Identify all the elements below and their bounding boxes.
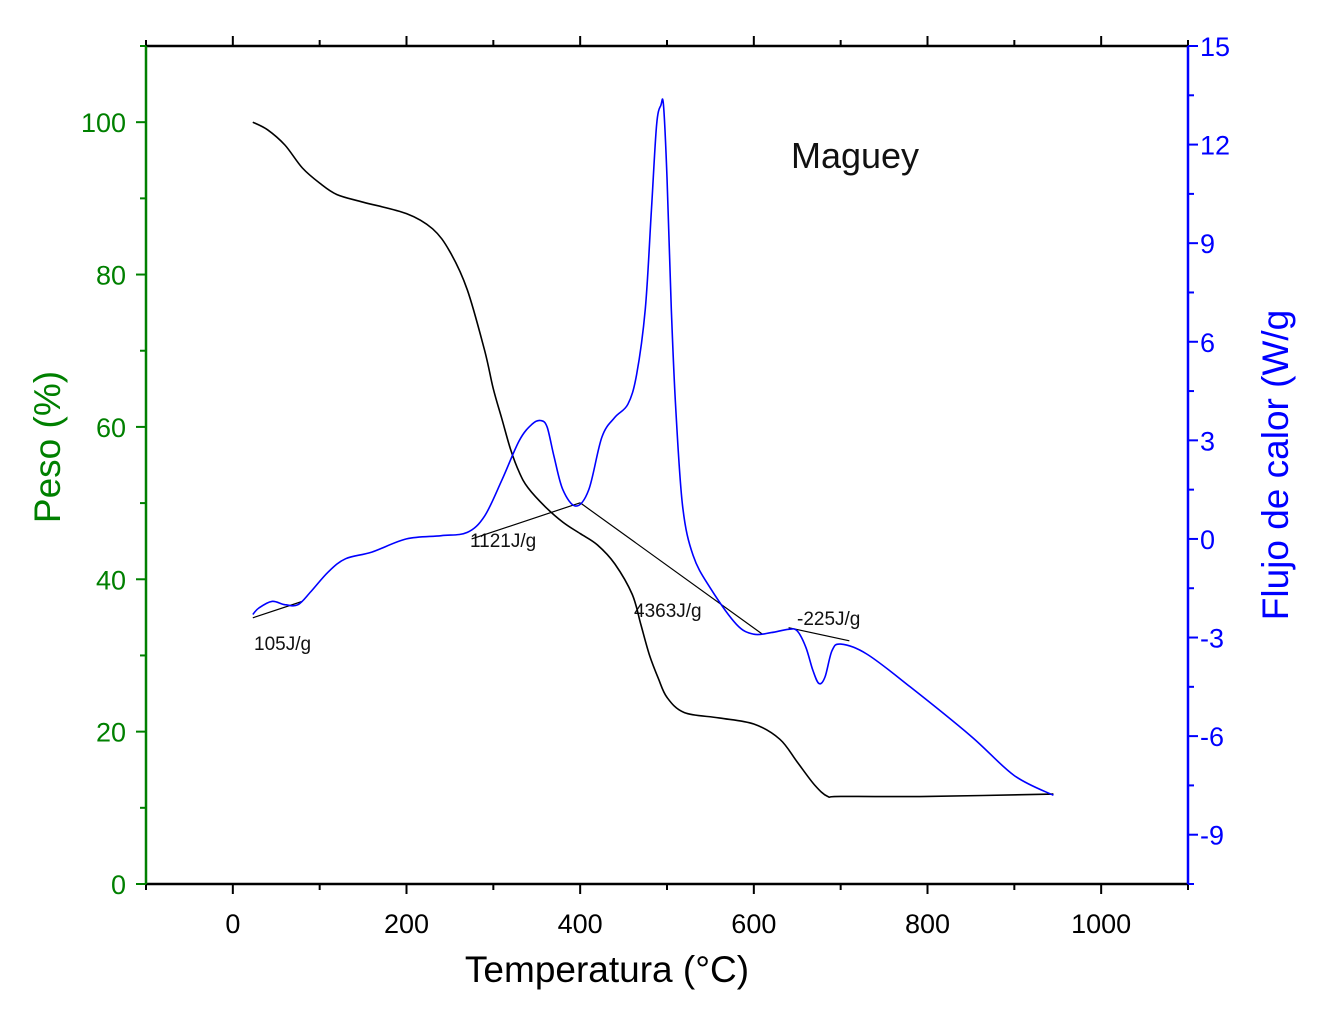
chart-title: Maguey bbox=[791, 135, 919, 176]
x-tick-label: 400 bbox=[558, 909, 603, 939]
y-right-axis-title: Flujo de calor (W/g bbox=[1255, 310, 1296, 621]
annotation-1121: 1121J/g bbox=[470, 531, 536, 552]
y-left-tick-label: 0 bbox=[111, 870, 126, 900]
integration-baseline bbox=[252, 600, 303, 619]
heat_flow-curve bbox=[252, 98, 1054, 797]
x-axis-title: Temperatura (°C) bbox=[465, 949, 749, 990]
y-right-tick-label: 9 bbox=[1200, 229, 1215, 259]
y-right-tick-label: -9 bbox=[1200, 821, 1224, 851]
annotation-4363: 4363J/g bbox=[634, 601, 702, 622]
y-right-tick-label: -6 bbox=[1200, 722, 1224, 752]
y-left-tick-label: 100 bbox=[81, 108, 126, 138]
integration-baseline bbox=[579, 502, 763, 635]
y-right-tick-label: 12 bbox=[1200, 131, 1230, 161]
x-tick-label: 800 bbox=[905, 909, 950, 939]
y-right-tick-label: 15 bbox=[1200, 32, 1230, 62]
y-left-tick-label: 40 bbox=[96, 565, 126, 595]
y-right-tick-label: 3 bbox=[1200, 426, 1215, 456]
y-left-tick-label: 80 bbox=[96, 261, 126, 291]
weight-curve bbox=[252, 121, 1054, 799]
integration-baseline bbox=[471, 502, 581, 540]
y-left-axis-title: Peso (%) bbox=[27, 371, 68, 523]
x-tick-label: 600 bbox=[731, 909, 776, 939]
integration-baseline bbox=[788, 627, 850, 642]
x-tick-label: 200 bbox=[384, 909, 429, 939]
annotation-105: 105J/g bbox=[254, 634, 311, 655]
y-left-tick-label: 20 bbox=[96, 718, 126, 748]
x-tick-label: 0 bbox=[225, 909, 240, 939]
y-right-tick-label: 6 bbox=[1200, 328, 1215, 358]
y-right-tick-label: 0 bbox=[1200, 525, 1215, 555]
annotation-225: -225J/g bbox=[797, 609, 860, 630]
y-left-tick-label: 60 bbox=[96, 413, 126, 443]
x-tick-label: 1000 bbox=[1071, 909, 1131, 939]
y-right-tick-label: -3 bbox=[1200, 624, 1224, 654]
